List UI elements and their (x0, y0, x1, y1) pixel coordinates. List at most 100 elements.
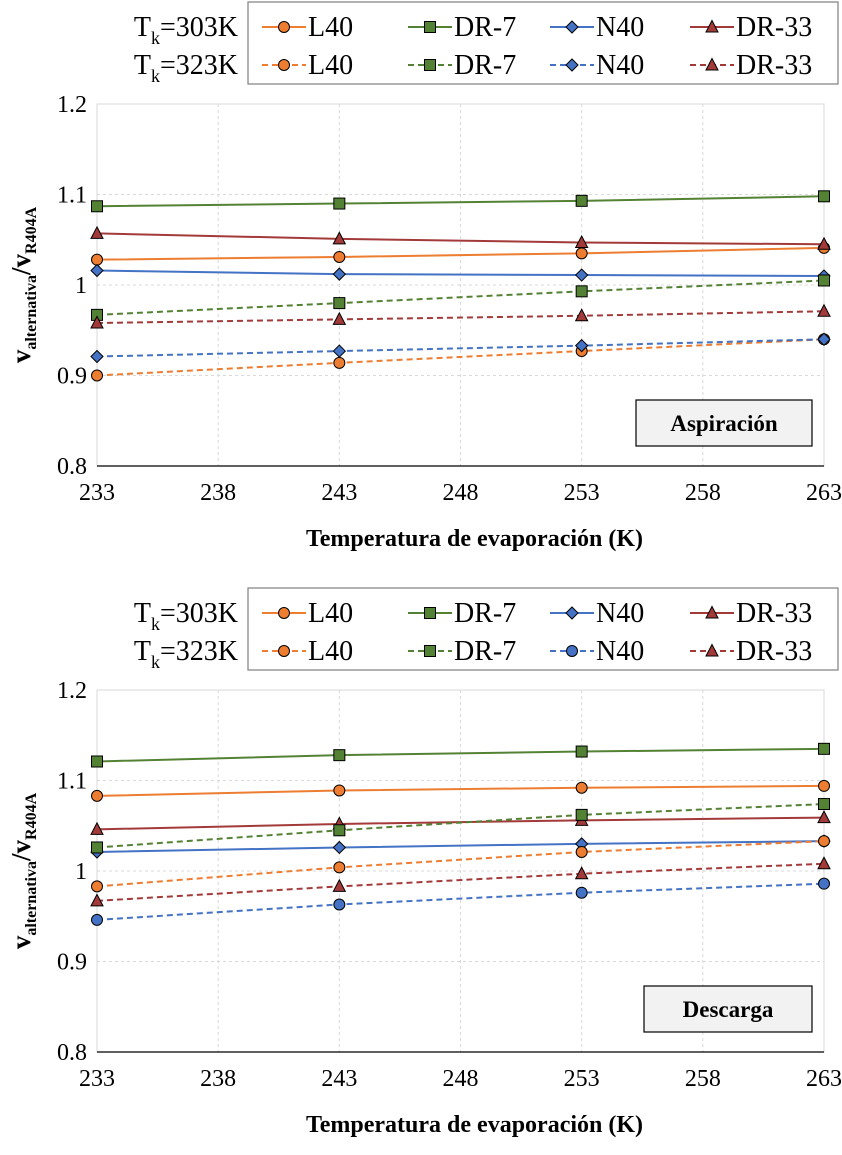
series-line (96, 840, 825, 888)
annotation-box (635, 399, 813, 447)
legend-marker (565, 58, 579, 72)
legend-group-label-sub: k (151, 66, 160, 86)
x-tick-label: 253 (564, 1066, 600, 1092)
x-tick-label: 258 (685, 480, 721, 506)
data-point (91, 755, 103, 768)
data-point (574, 268, 589, 282)
data-point (90, 225, 104, 239)
legend-marker (705, 605, 719, 619)
data-point (817, 303, 831, 317)
y-axis-label-main: v (6, 349, 36, 363)
legend-entry-label: DR-7 (454, 598, 516, 629)
data-point (817, 332, 831, 347)
data-point (817, 236, 831, 250)
y-axis-label: valternativa/vR404A (6, 206, 40, 363)
series-line (96, 803, 825, 849)
legend-marker (278, 645, 290, 657)
series-dr-7-solid (91, 190, 830, 213)
y-tick-label: 0.9 (57, 364, 87, 390)
data-point (817, 810, 831, 824)
data-point (90, 263, 104, 278)
data-point (91, 369, 103, 382)
series-line (96, 338, 825, 358)
y-tick-label: 1.1 (57, 183, 87, 209)
legend-marker (424, 645, 436, 657)
data-point (575, 285, 588, 298)
y-tick-label: 1 (75, 859, 87, 885)
series-dr-33-solid (90, 225, 831, 250)
legend-entry-label: DR-7 (454, 50, 516, 81)
y-axis-label-sub2: R404A (23, 206, 40, 254)
y-tick-label: 0.8 (57, 454, 87, 480)
data-point (575, 745, 588, 758)
legend-group-label-sub: k (151, 614, 160, 634)
y-axis-label-mid: /v (6, 839, 36, 862)
x-tick-label: 238 (200, 1066, 236, 1092)
chart-panel-1: 233 238 243 248 253 258 263 0.8 0.9 1 1.1 1.2 Temper… (6, 1, 842, 552)
legend-marker (705, 643, 719, 657)
x-tick-label: 243 (321, 480, 357, 506)
data-point (333, 297, 346, 310)
legend-group-label-rest: =323K (160, 50, 238, 81)
legend-box (247, 587, 839, 671)
series-line (96, 747, 825, 763)
series-line (96, 246, 825, 261)
series-line (96, 310, 825, 325)
y-axis-label-sub1: alternativa (23, 861, 40, 936)
legend-group-label-main: T (134, 598, 151, 629)
data-point (332, 311, 347, 325)
legend-entry-label: N40 (596, 598, 644, 629)
series-n40-dashed (90, 332, 831, 364)
data-point (91, 200, 103, 213)
data-point (818, 190, 830, 203)
series-line (96, 862, 825, 902)
series-line (96, 232, 825, 246)
series-line (96, 279, 825, 316)
data-point (90, 315, 104, 329)
x-axis-label: Temperatura de evaporación (K) (306, 1112, 643, 1138)
data-point (333, 749, 346, 762)
legend-entry-label: L40 (308, 598, 353, 629)
data-point (574, 866, 589, 880)
series-l40-solid (91, 779, 830, 802)
legend-group-label-main: T (134, 12, 151, 43)
data-point (818, 742, 830, 755)
data-point (574, 308, 589, 322)
legend-entry-label: L40 (308, 50, 353, 81)
data-point (333, 824, 346, 837)
legend-marker (565, 606, 579, 620)
series-dr-7-solid (91, 742, 830, 768)
data-point (332, 878, 347, 892)
legend-group-label: Tk=303K (134, 12, 238, 48)
legend-entry-label: DR-33 (736, 636, 812, 667)
data-point (332, 267, 347, 281)
data-point (333, 356, 346, 369)
legend-entry-label: DR-7 (454, 636, 516, 667)
x-tick-label: 233 (79, 480, 115, 506)
data-point (91, 913, 103, 926)
data-point (575, 886, 588, 899)
legend-marker (565, 20, 579, 34)
x-tick-label: 243 (321, 1066, 357, 1092)
annotation-label: Aspiración (670, 411, 778, 436)
y-tick-label: 1 (75, 273, 87, 299)
data-point (575, 247, 588, 260)
x-tick-label: 233 (79, 1066, 115, 1092)
y-axis-label: valternativa/vR404A (6, 792, 40, 949)
series-dr-7-dashed (91, 274, 830, 321)
y-axis-label-sub1: alternativa (23, 275, 40, 350)
data-point (574, 338, 589, 353)
chart-panel-2: 233 238 243 248 253 258 263 0.8 0.9 1 1.1 1.2 Temper… (6, 587, 842, 1138)
data-point (91, 789, 103, 802)
y-tick-label: 0.9 (57, 950, 87, 976)
x-axis-label: Temperatura de evaporación (K) (306, 526, 643, 552)
legend-group-label-main: T (134, 636, 151, 667)
data-point (333, 197, 346, 210)
series-line (96, 882, 825, 921)
series-line (96, 784, 825, 797)
y-axis-label-mid: /v (6, 253, 36, 276)
data-point (333, 861, 346, 874)
y-axis-label-main: v (6, 935, 36, 949)
x-tick-label: 258 (685, 1066, 721, 1092)
y-tick-label: 1.2 (57, 678, 87, 704)
